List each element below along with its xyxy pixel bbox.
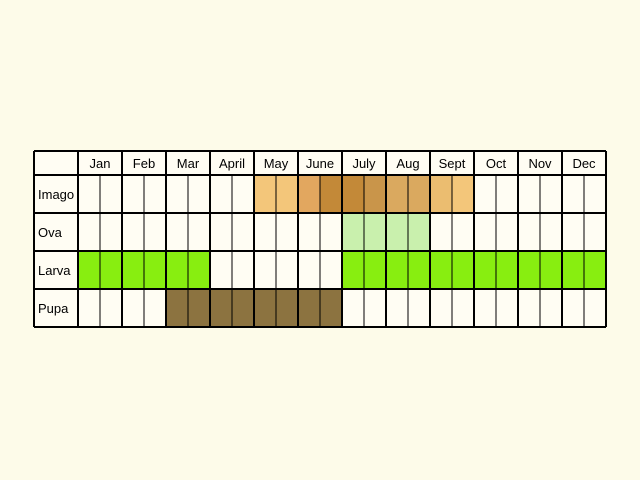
stage-fill-imago-5 <box>430 175 452 213</box>
month-label-june: June <box>306 156 334 171</box>
month-label-mar: Mar <box>177 156 200 171</box>
month-label-sept: Sept <box>439 156 466 171</box>
stage-label-larva: Larva <box>38 263 71 278</box>
month-label-may: May <box>264 156 289 171</box>
stage-label-ova: Ova <box>38 225 63 240</box>
grid-layer <box>33 150 607 328</box>
month-label-aug: Aug <box>396 156 419 171</box>
stage-label-pupa: Pupa <box>38 301 69 316</box>
stage-fill-imago-3 <box>364 175 386 213</box>
month-label-dec: Dec <box>572 156 596 171</box>
month-label-april: April <box>219 156 245 171</box>
month-label-jan: Jan <box>90 156 111 171</box>
month-label-nov: Nov <box>528 156 552 171</box>
labels-layer: Jan Feb Mar April May June July Aug Sept Oct Nov De… <box>38 156 596 316</box>
stage-label-imago: Imago <box>38 187 74 202</box>
month-label-feb: Feb <box>133 156 155 171</box>
month-label-oct: Oct <box>486 156 507 171</box>
stage-fill-imago-6 <box>452 175 474 213</box>
stage-fill-imago-1 <box>298 175 320 213</box>
month-label-july: July <box>352 156 376 171</box>
